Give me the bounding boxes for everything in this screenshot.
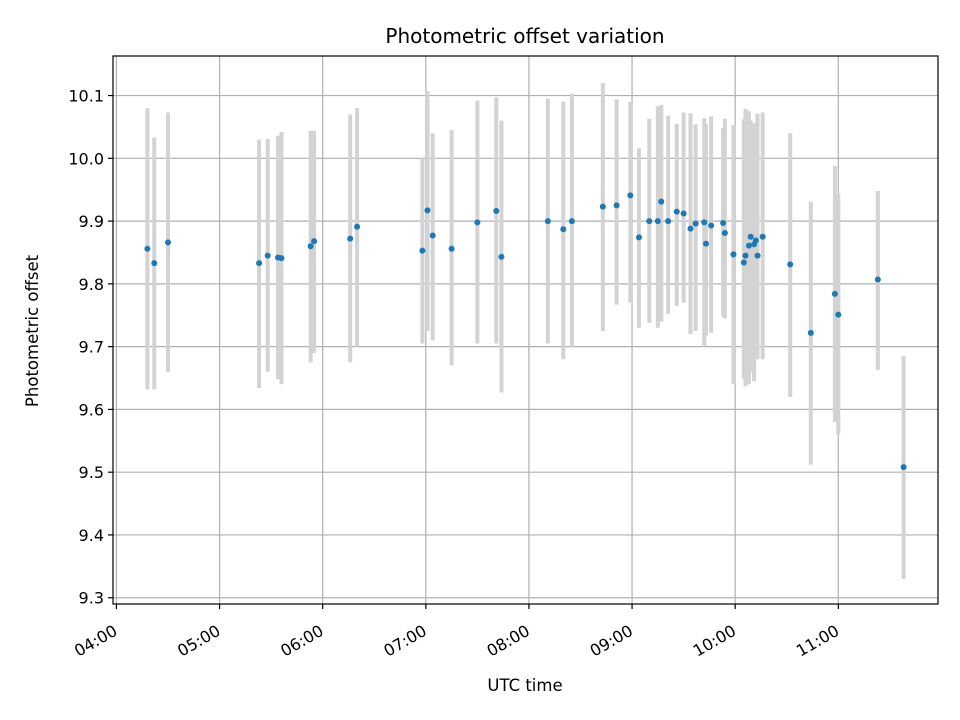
y-tick-label: 9.8 bbox=[79, 275, 104, 294]
data-point bbox=[144, 245, 151, 252]
data-point bbox=[900, 464, 907, 471]
x-axis-title: UTC time bbox=[487, 676, 562, 695]
data-points bbox=[144, 192, 907, 471]
data-point bbox=[311, 238, 318, 245]
data-point bbox=[687, 225, 694, 232]
data-point bbox=[627, 192, 634, 199]
data-point bbox=[419, 247, 426, 254]
data-point bbox=[720, 219, 727, 226]
y-axis-ticks: 9.3 9.4 9.5 9.6 9.7 9.8 9.9 10.0 10.1 bbox=[68, 87, 113, 608]
data-point bbox=[692, 220, 699, 227]
data-point bbox=[680, 210, 687, 217]
data-point bbox=[151, 260, 158, 267]
chart-title: Photometric offset variation bbox=[385, 24, 664, 48]
y-tick-label: 9.6 bbox=[79, 400, 104, 419]
data-point bbox=[745, 242, 752, 249]
data-point bbox=[264, 252, 271, 259]
data-point bbox=[708, 222, 715, 229]
data-point bbox=[599, 203, 606, 210]
y-axis-title: Photometric offset bbox=[23, 254, 42, 407]
data-point bbox=[721, 230, 728, 237]
data-point bbox=[424, 207, 431, 214]
data-point bbox=[874, 276, 881, 283]
plot-frame bbox=[112, 55, 939, 605]
y-tick-label: 9.7 bbox=[79, 338, 104, 357]
data-point bbox=[474, 219, 481, 226]
data-point bbox=[256, 260, 263, 267]
data-point bbox=[740, 259, 747, 266]
data-point bbox=[701, 219, 708, 226]
data-point bbox=[493, 208, 500, 215]
y-tick-label: 9.3 bbox=[79, 589, 104, 608]
data-point bbox=[759, 233, 766, 240]
data-point bbox=[702, 240, 709, 247]
data-point bbox=[831, 290, 838, 297]
data-point bbox=[646, 218, 653, 225]
y-tick-label: 9.9 bbox=[79, 212, 104, 231]
data-point bbox=[665, 218, 672, 225]
data-point bbox=[568, 218, 575, 225]
data-point bbox=[787, 261, 794, 268]
data-point bbox=[807, 329, 814, 336]
y-tick-label: 10.0 bbox=[68, 149, 104, 168]
data-point bbox=[354, 223, 361, 230]
data-point bbox=[429, 232, 436, 239]
data-point bbox=[658, 198, 665, 205]
data-point bbox=[730, 251, 737, 258]
y-tick-label: 9.5 bbox=[79, 463, 104, 482]
data-point bbox=[544, 218, 551, 225]
data-point bbox=[654, 218, 661, 225]
y-tick-label: 10.1 bbox=[68, 87, 104, 106]
data-point bbox=[448, 245, 455, 252]
data-point bbox=[747, 233, 754, 240]
data-point bbox=[613, 202, 620, 209]
data-point bbox=[165, 239, 171, 246]
data-point bbox=[498, 253, 505, 260]
data-point bbox=[673, 208, 680, 215]
data-point bbox=[742, 252, 749, 259]
data-point bbox=[754, 252, 761, 259]
data-point bbox=[835, 311, 842, 318]
y-tick-label: 9.4 bbox=[79, 526, 104, 545]
data-point bbox=[560, 226, 567, 233]
data-point bbox=[635, 234, 642, 241]
data-point bbox=[278, 255, 285, 262]
data-point bbox=[752, 237, 759, 244]
data-point bbox=[307, 243, 314, 250]
data-point bbox=[347, 235, 354, 242]
